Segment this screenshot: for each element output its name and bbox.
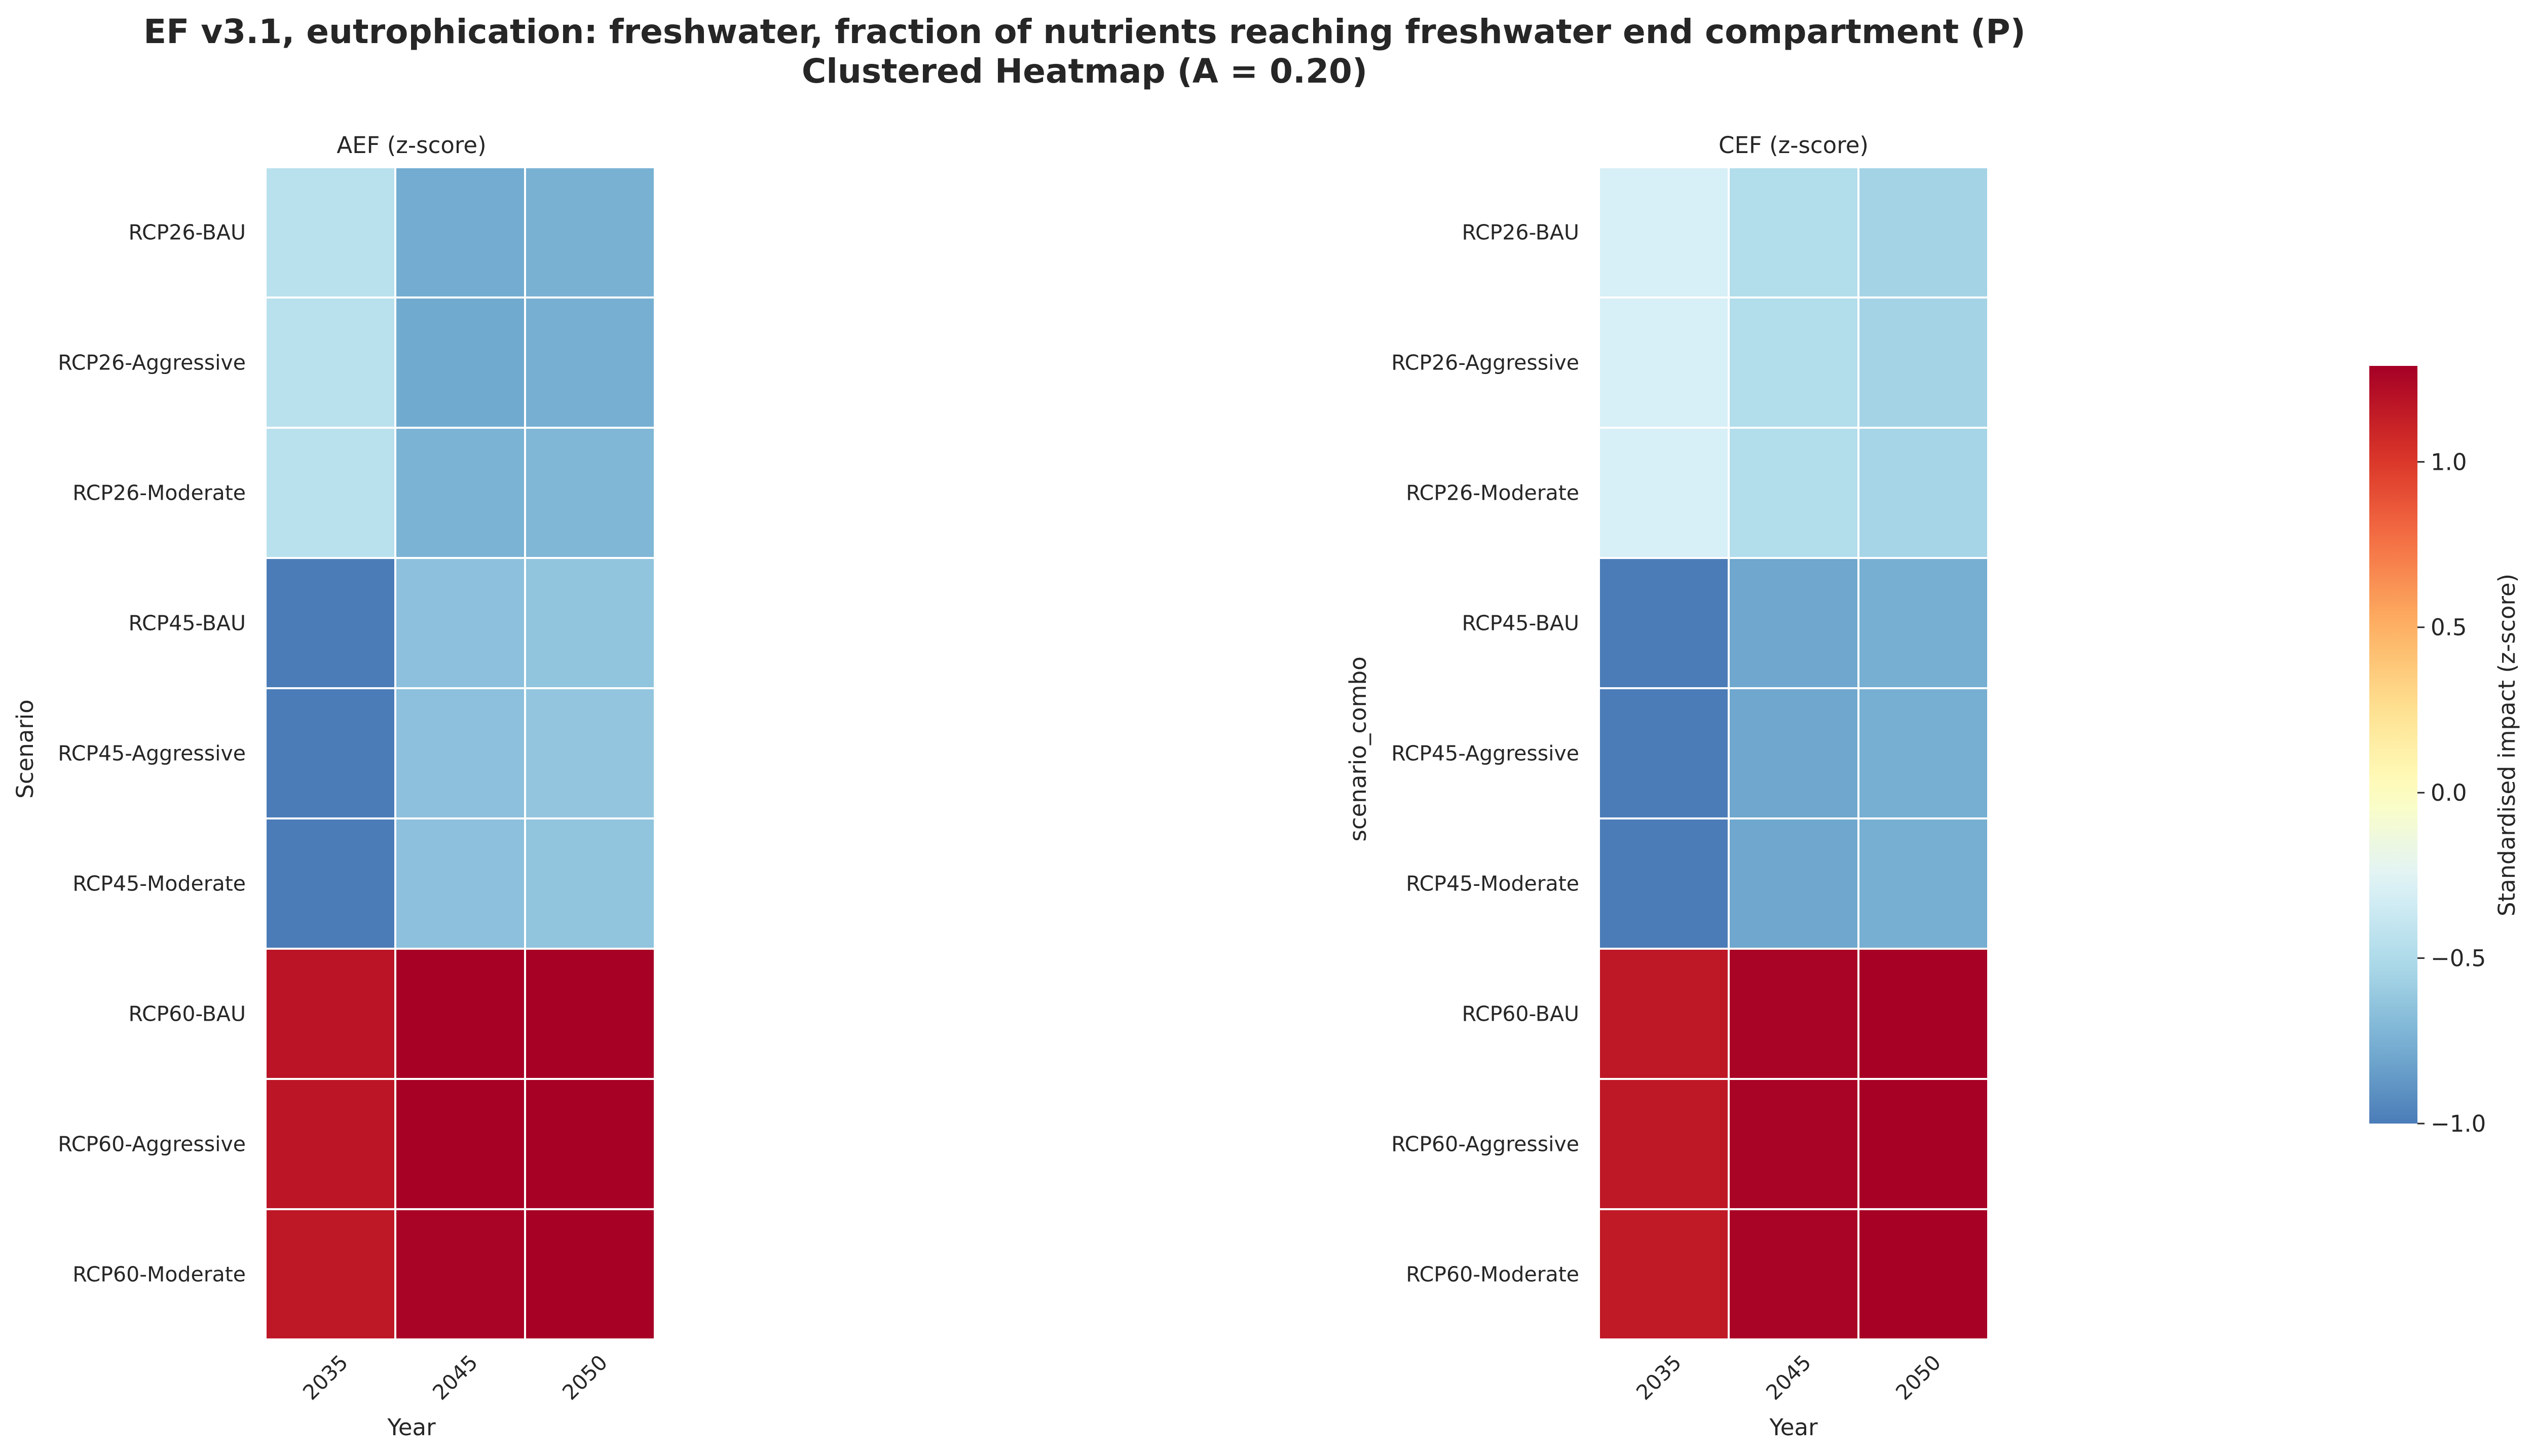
cef-heatmap-cell [1728,557,1859,689]
cef-y-axis-label: scenario_combo [1345,656,1371,841]
aef-heatmap-cell [394,687,526,819]
cef-y-tick-label: RCP26-Moderate [1406,481,1579,505]
colorbar-label: Standardised impact (z-score) [2493,574,2520,916]
aef-heatmap-cell [265,166,396,298]
aef-heatmap-cell [394,427,526,559]
cef-heatmap-cell [1857,166,1989,298]
cef-heatmap-cell [1598,166,1730,298]
cef-heatmap-cell [1728,817,1859,950]
aef-y-tick-label: RCP26-Aggressive [58,351,246,375]
aef-y-axis-label: Scenario [12,699,39,799]
cef-x-tick-label: 2045 [1761,1350,1816,1405]
cef-heatmap-cell [1728,296,1859,429]
colorbar-tick-label: 0.0 [2431,779,2467,806]
colorbar-tick-label: −0.5 [2431,945,2486,972]
figure-title: EF v3.1, eutrophication: freshwater, fra… [143,12,2026,51]
cef-heatmap-cell [1598,1208,1730,1340]
aef-heatmap-cell [394,1078,526,1210]
aef-y-tick-label: RCP26-Moderate [72,481,246,505]
aef-y-tick-label: RCP60-Moderate [72,1262,246,1287]
cef-heatmap-cell [1857,948,1989,1080]
aef-heatmap-cell [394,948,526,1080]
cef-heatmap-cell [1598,427,1730,559]
aef-y-tick-label: RCP45-Aggressive [58,741,246,766]
cef-x-axis-label: Year [1769,1414,1818,1441]
aef-heatmap-cell [524,427,656,559]
colorbar-gradient [2369,366,2417,1124]
cef-heatmap-cell [1728,1208,1859,1340]
aef-heatmap-cell [394,296,526,429]
cef-y-tick-label: RCP60-Moderate [1406,1262,1579,1287]
aef-y-tick-label: RCP60-Aggressive [58,1132,246,1156]
aef-heatmap-cell [394,817,526,950]
aef-heatmap-cell [394,557,526,689]
aef-heatmap-cell [394,1208,526,1340]
aef-heatmap-cell [394,166,526,298]
colorbar-tick-label: −1.0 [2431,1110,2486,1137]
aef-heatmap-cell [524,296,656,429]
cef-y-tick-label: RCP45-BAU [1462,611,1580,636]
cef-heatmap-panel: CEF (z-score) RCP26-BAU RCP26-Aggressive R… [1345,132,1989,1441]
aef-y-tick-label: RCP45-BAU [129,611,246,636]
cef-y-tick-label: RCP45-Moderate [1406,872,1579,896]
aef-x-tick-label: 2035 [298,1350,353,1405]
aef-heatmap-cell [265,296,396,429]
cef-heatmap-cell [1728,948,1859,1080]
cef-heatmap-cell [1598,1078,1730,1210]
aef-heatmap-cell [265,687,396,819]
cef-heatmap-cell [1857,817,1989,950]
aef-heatmap-cell [265,948,396,1080]
aef-heatmap-cell [265,1208,396,1340]
cef-y-tick-label: RCP60-BAU [1462,1002,1580,1026]
aef-heatmap-cell [265,1078,396,1210]
aef-heatmap-panel: AEF (z-score) RCP26-BAU RCP26-Aggressive R… [12,132,656,1441]
cef-y-tick-label: RCP26-Aggressive [1391,351,1579,375]
aef-y-tick-label: RCP45-Moderate [72,872,246,896]
aef-heatmap-cell [524,557,656,689]
cef-heatmap-cell [1857,296,1989,429]
cef-heatmap-cell [1728,687,1859,819]
cef-x-tick-label: 2050 [1891,1350,1946,1405]
aef-heatmap-cell [524,948,656,1080]
aef-heatmap-cell [265,817,396,950]
colorbar-tick-label: 1.0 [2431,449,2467,475]
aef-heatmap-cell [524,1208,656,1340]
aef-heatmap-cell [524,1078,656,1210]
cef-heatmap-cell [1598,557,1730,689]
aef-y-tick-label: RCP60-BAU [129,1002,246,1026]
aef-heatmap-cell [524,817,656,950]
aef-x-tick-label: 2045 [428,1350,482,1405]
cef-heatmap-cell [1728,427,1859,559]
aef-heatmap-cell [524,687,656,819]
cef-heatmap-cell [1598,817,1730,950]
cef-y-tick-label: RCP45-Aggressive [1391,741,1579,766]
cef-heatmap-cell [1598,687,1730,819]
aef-panel-title: AEF (z-score) [337,132,486,159]
cef-y-tick-label: RCP60-Aggressive [1391,1132,1579,1156]
cef-heatmap-cell [1598,296,1730,429]
aef-x-tick-label: 2050 [557,1350,612,1405]
colorbar-tick-label: 0.5 [2431,614,2467,641]
aef-y-tick-label: RCP26-BAU [129,220,246,245]
colorbar: 1.0 0.5 0.0 −0.5 −1.0 Standardised impact (z… [2369,366,2520,1137]
cef-heatmap-cell [1857,1078,1989,1210]
cef-panel-title: CEF (z-score) [1719,132,1869,159]
figure-subtitle: Clustered Heatmap (A = 0.20) [802,52,1367,91]
cef-heatmap-cell [1857,557,1989,689]
aef-x-axis-label: Year [387,1414,436,1441]
cef-heatmap-cell [1728,166,1859,298]
cef-y-tick-label: RCP26-BAU [1462,220,1580,245]
aef-heatmap-cell [524,166,656,298]
cef-heatmap-cell [1598,948,1730,1080]
cef-heatmap-cell [1857,427,1989,559]
cef-heatmap-cell [1857,687,1989,819]
cef-heatmap-cell [1728,1078,1859,1210]
cef-heatmap-cell [1857,1208,1989,1340]
aef-heatmap-cell [265,427,396,559]
cef-x-tick-label: 2035 [1631,1350,1686,1405]
aef-heatmap-cell [265,557,396,689]
